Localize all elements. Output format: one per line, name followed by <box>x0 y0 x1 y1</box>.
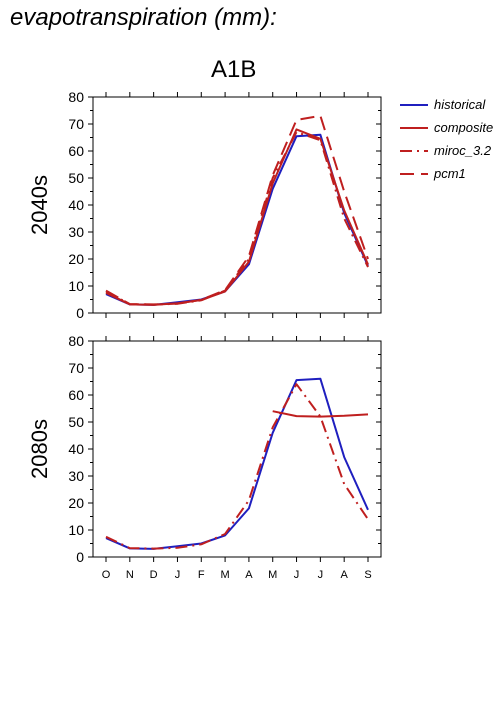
y-tick-label: 80 <box>68 333 84 349</box>
panel-label: 2040s <box>27 175 52 235</box>
x-tick-label: J <box>318 569 324 581</box>
x-tick-label: S <box>364 569 371 581</box>
legend-item-miroc: miroc_3.2 <box>400 143 492 158</box>
x-tick-label: A <box>341 569 349 581</box>
y-tick-label: 0 <box>76 549 84 565</box>
legend-item-historical: historical <box>400 97 486 112</box>
x-tick-label: M <box>268 569 277 581</box>
y-tick-label: 60 <box>68 387 84 403</box>
legend-item-composite: composite <box>400 120 493 135</box>
y-tick-label: 40 <box>68 441 84 457</box>
series-line-miroc-3-2 <box>105 131 369 306</box>
y-tick-label: 20 <box>68 495 84 511</box>
x-tick-label: O <box>102 569 111 581</box>
panel-2080s: 0 10 20 30 40 50 60 70 80 O N D J F M A M J J A S 2080s <box>27 333 382 581</box>
x-tick-label: N <box>126 569 134 581</box>
series-line-composite <box>272 410 369 418</box>
legend-label-historical: historical <box>434 97 486 112</box>
x-tick-label: M <box>221 569 230 581</box>
legend: historical composite miroc_3.2 pcm1 <box>400 97 493 181</box>
y-tick-label: 80 <box>68 89 84 105</box>
legend-label-pcm1: pcm1 <box>433 166 466 181</box>
y-tick-label: 10 <box>68 278 84 294</box>
series-line-pcm1 <box>105 114 369 306</box>
y-tick-label: 50 <box>68 414 84 430</box>
y-tick-label: 30 <box>68 468 84 484</box>
legend-label-composite: composite <box>434 120 493 135</box>
legend-item-pcm1: pcm1 <box>400 166 466 181</box>
page-title: evapotranspiration (mm): <box>10 4 277 31</box>
y-tick-label: 10 <box>68 522 84 538</box>
x-tick-label: D <box>150 569 158 581</box>
y-tick-label: 60 <box>68 143 84 159</box>
x-tick-label: J <box>175 569 181 581</box>
x-tick-label: A <box>245 569 253 581</box>
y-tick-label: 40 <box>68 197 84 213</box>
series-line-historical <box>105 377 369 550</box>
y-tick-label: 70 <box>68 360 84 376</box>
series-line-miroc-3-2 <box>105 383 369 550</box>
x-tick-label: J <box>294 569 300 581</box>
y-tick-label: 0 <box>76 305 84 321</box>
y-tick-label: 50 <box>68 170 84 186</box>
plot-frame <box>92 96 382 314</box>
series-line-historical <box>105 133 369 306</box>
plot-frame <box>92 340 382 558</box>
panel-label: 2080s <box>27 419 52 479</box>
y-tick-label: 30 <box>68 224 84 240</box>
panel-2040s: 0 10 20 30 40 50 60 70 80 2040s <box>27 89 382 321</box>
y-tick-label: 20 <box>68 251 84 267</box>
legend-label-miroc: miroc_3.2 <box>434 143 492 158</box>
y-tick-label: 70 <box>68 116 84 132</box>
scenario-title: A1B <box>211 56 257 83</box>
x-tick-label: F <box>198 569 205 581</box>
